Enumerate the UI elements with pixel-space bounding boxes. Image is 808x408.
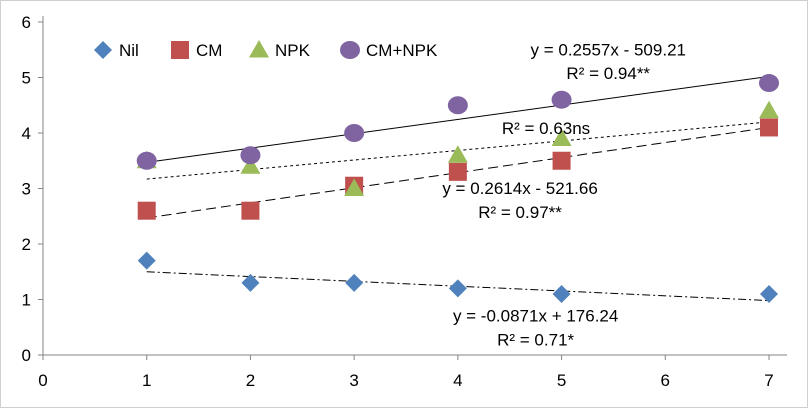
y-tick-label: 0 (22, 346, 31, 365)
legend-marker (249, 40, 269, 58)
legend-label: CM+NPK (366, 41, 438, 60)
x-tick-label: 4 (453, 371, 462, 390)
annotations: y = 0.2557x - 509.21 R² = 0.94** R² = 0.63… (442, 40, 686, 349)
x-tick-label: 0 (38, 371, 47, 390)
axes: 0 1 2 3 4 5 6 0 1 2 3 4 5 6 7 (22, 13, 787, 390)
legend-marker (94, 41, 112, 59)
y-tick-label: 2 (22, 235, 31, 254)
data-point-cm (552, 151, 571, 170)
data-point-npk (240, 156, 261, 174)
trendline-annotation: R² = 0.63ns (502, 119, 590, 138)
y-tick-label: 1 (22, 291, 31, 310)
x-tick-label: 1 (142, 371, 151, 390)
legend-marker (171, 41, 189, 59)
trendline-annotation: R² = 0.97** (478, 203, 562, 222)
trendline-annotation: R² = 0.71* (497, 331, 574, 350)
data-point-npk (447, 145, 468, 163)
trendline-annotation: y = 0.2614x - 521.66 (442, 179, 597, 198)
data-point-nil (448, 279, 467, 298)
data-point-npk (759, 100, 779, 119)
data-point-cm (137, 201, 156, 220)
data-point-nil (241, 273, 260, 292)
trendline-annotation: R² = 0.94** (566, 64, 650, 83)
x-tick-label: 3 (349, 371, 358, 390)
data-point-cm-npk (136, 151, 157, 170)
legend-label: NPK (275, 41, 311, 60)
data-point-cm (448, 162, 467, 181)
data-point-nil (760, 284, 778, 303)
data-point-npk (344, 178, 365, 196)
data-point-nil (345, 273, 364, 292)
y-tick-label: 3 (22, 180, 31, 199)
y-tick-label: 4 (22, 124, 31, 143)
data-point-cm (241, 201, 260, 220)
data-point-nil (137, 251, 156, 270)
y-tick-label: 6 (22, 13, 31, 32)
trendline-annotation: y = 0.2557x - 509.21 (531, 40, 686, 59)
data-point-cm-npk (240, 146, 261, 165)
legend-label: CM (196, 41, 222, 60)
data-point-npk (551, 128, 572, 147)
y-tick-label: 5 (22, 69, 31, 88)
legend-label: Nil (119, 41, 139, 60)
trendline-annotation: y = -0.0871x + 176.24 (453, 307, 618, 326)
x-tick-label: 7 (764, 371, 773, 390)
legend: Nil CM NPK CM+NPK (94, 40, 438, 60)
data-point-nil (552, 284, 571, 303)
data-point-cm-npk (759, 74, 779, 93)
legend-marker (340, 41, 360, 59)
data-points (136, 74, 779, 303)
x-tick-label: 6 (661, 371, 670, 390)
data-point-cm-npk (344, 124, 365, 142)
data-point-cm-npk (551, 90, 572, 109)
x-tick-label: 5 (557, 371, 566, 390)
data-point-cm-npk (447, 96, 468, 115)
x-tick-label: 2 (246, 371, 255, 390)
data-point-cm (760, 118, 778, 137)
